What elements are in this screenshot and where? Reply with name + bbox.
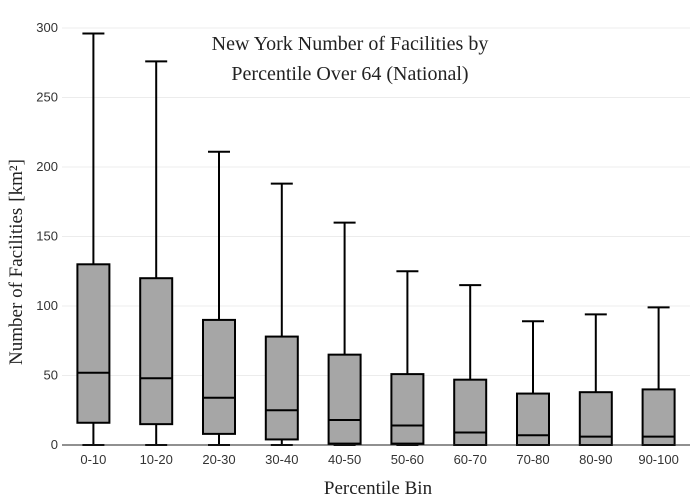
iqr-box <box>516 392 550 447</box>
x-tick-label: 60-70 <box>454 452 487 467</box>
y-tick-label: 150 <box>36 229 58 244</box>
x-tick-label: 0-10 <box>80 452 106 467</box>
y-axis-title-text: Number of Facilities <box>6 208 27 365</box>
x-tick-label: 40-50 <box>328 452 361 467</box>
box-10-20 <box>139 60 174 446</box>
box-70-80 <box>516 320 550 447</box>
y-axis-title-unit: [km²] <box>6 159 27 202</box>
chart-title-line-1: New York Number of Facilities by <box>212 33 489 55</box>
x-tick-label: 70-80 <box>516 452 549 467</box>
y-axis-ticks: 0 50 100 150 200 250 300 <box>36 20 58 452</box>
iqr-box <box>453 378 488 447</box>
x-tick-label: 50-60 <box>391 452 424 467</box>
y-tick-label: 0 <box>51 437 58 452</box>
box-30-40 <box>264 182 299 446</box>
chart-title-line-2: Percentile Over 64 (National) <box>231 63 468 85</box>
x-axis-title: Percentile Bin <box>324 478 433 499</box>
box-50-60 <box>390 270 425 446</box>
iqr-box <box>202 318 236 435</box>
box-0-10 <box>76 32 111 446</box>
iqr-box <box>76 263 111 424</box>
y-tick-label: 50 <box>44 368 58 383</box>
y-tick-label: 200 <box>36 159 58 174</box>
y-tick-label: 250 <box>36 90 58 105</box>
x-axis-ticks: 0-10 10-20 20-30 30-40 40-50 50-60 60-70 70-80 8… <box>80 452 678 467</box>
iqr-box <box>264 335 299 441</box>
box-60-70 <box>453 284 488 447</box>
y-tick-label: 300 <box>36 20 58 35</box>
iqr-box <box>390 373 425 445</box>
box-40-50 <box>327 221 362 446</box>
x-tick-label: 10-20 <box>140 452 173 467</box>
iqr-box <box>327 353 362 445</box>
x-tick-label: 90-100 <box>638 452 678 467</box>
box-series <box>76 32 676 447</box>
x-tick-label: 80-90 <box>579 452 612 467</box>
y-axis-title: Number of Facilities [km²] <box>6 159 27 365</box>
x-tick-label: 30-40 <box>265 452 298 467</box>
box-20-30 <box>202 150 236 446</box>
x-tick-label: 20-30 <box>202 452 235 467</box>
box-90-100 <box>641 306 676 446</box>
y-tick-label: 100 <box>36 298 58 313</box>
iqr-box <box>139 277 174 426</box>
box-80-90 <box>578 313 613 446</box>
